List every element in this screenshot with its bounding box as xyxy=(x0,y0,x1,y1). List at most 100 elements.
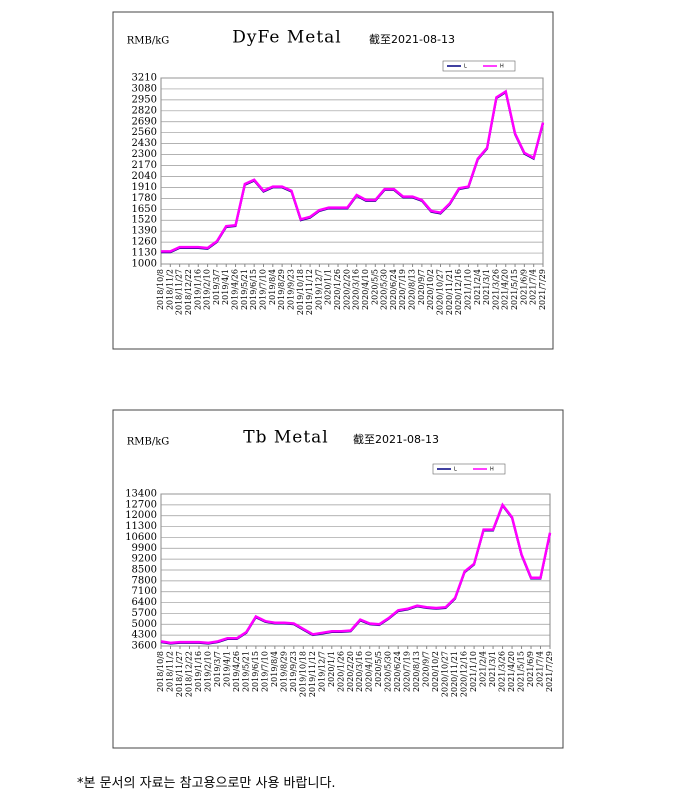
y-tick-label: 5700 xyxy=(132,608,157,619)
y-tick-label: 1910 xyxy=(132,182,157,193)
x-tick-label: 2020/1/26 xyxy=(336,651,345,692)
x-tick-label: 2020/2/20 xyxy=(346,651,355,692)
x-tick-label: 2020/3/16 xyxy=(355,651,364,692)
y-tick-label: 2430 xyxy=(132,138,157,149)
chart-subtitle: 截至2021-08-13 xyxy=(353,432,439,446)
x-tick-label: 2020/5/5 xyxy=(370,269,379,305)
x-tick-label: 2020/7/19 xyxy=(398,269,407,310)
x-tick-label: 2021/3/1 xyxy=(482,269,491,305)
x-tick-label: 2018/11/2 xyxy=(165,651,174,692)
x-tick-label: 2019/10/18 xyxy=(298,651,307,697)
x-tick-label: 2020/7/19 xyxy=(403,651,412,692)
x-tick-label: 2020/6/24 xyxy=(389,269,398,310)
y-axis-label: RMB/kG xyxy=(127,36,170,47)
x-tick-label: 2020/10/27 xyxy=(441,651,450,697)
x-tick-label: 2020/4/10 xyxy=(365,651,374,692)
x-tick-label: 2021/5/15 xyxy=(510,269,519,310)
x-tick-label: 2018/11/2 xyxy=(165,269,174,310)
x-tick-label: 2019/4/1 xyxy=(222,651,231,687)
x-tick-label: 2020/5/5 xyxy=(374,651,383,687)
x-tick-label: 2021/7/4 xyxy=(536,651,545,687)
x-tick-label: 2020/12/16 xyxy=(460,651,469,697)
x-tick-label: 2020/3/16 xyxy=(352,269,361,310)
x-tick-label: 2020/1/26 xyxy=(333,269,342,310)
x-tick-label: 2021/3/26 xyxy=(498,651,507,692)
x-tick-label: 2018/11/27 xyxy=(175,269,184,315)
x-tick-label: 2020/8/13 xyxy=(412,651,421,692)
legend-box xyxy=(432,463,506,475)
x-tick-label: 2019/11/12 xyxy=(308,651,317,697)
legend-label: H xyxy=(490,467,494,473)
y-axis-label: RMB/kG xyxy=(127,437,170,448)
y-tick-label: 2300 xyxy=(132,149,157,160)
x-tick-label: 2021/6/9 xyxy=(526,651,535,687)
x-tick-label: 2019/8/4 xyxy=(270,651,279,687)
x-tick-label: 2019/1/16 xyxy=(194,651,203,692)
x-tick-label: 2021/6/9 xyxy=(519,269,528,305)
x-tick-label: 2021/5/15 xyxy=(517,651,526,692)
x-tick-label: 2020/11/21 xyxy=(450,651,459,697)
y-tick-label: 13400 xyxy=(125,489,157,500)
y-tick-label: 1390 xyxy=(132,226,157,237)
x-tick-label: 2019/3/7 xyxy=(212,269,221,305)
chart-title: DyFe Metal xyxy=(232,28,341,48)
x-tick-label: 2019/12/7 xyxy=(314,269,323,310)
x-tick-label: 2020/6/24 xyxy=(393,651,402,692)
y-tick-label: 10600 xyxy=(125,532,157,543)
x-tick-label: 2020/10/2 xyxy=(426,269,435,310)
y-tick-label: 12700 xyxy=(125,499,157,510)
x-tick-label: 2020/2/20 xyxy=(342,269,351,310)
y-tick-label: 3600 xyxy=(132,641,157,652)
chart-title: Tb Metal xyxy=(243,428,329,448)
x-tick-label: 2021/7/29 xyxy=(538,269,547,310)
x-tick-label: 2018/12/22 xyxy=(184,651,193,697)
chart: DyFe Metal 截至2021-08-13 RMB/kG 100011301260… xyxy=(112,11,554,350)
x-tick-label: 2021/4/20 xyxy=(501,269,510,310)
x-tick-label: 2018/10/8 xyxy=(156,269,165,310)
x-tick-label: 2019/8/29 xyxy=(279,651,288,692)
y-tick-label: 12000 xyxy=(125,510,157,521)
y-tick-label: 7800 xyxy=(132,575,157,586)
legend-label: H xyxy=(500,64,504,70)
x-tick-label: 2018/11/27 xyxy=(175,651,184,697)
chart: Tb Metal 截至2021-08-13 RMB/kG 36004300500057… xyxy=(112,409,564,749)
y-tick-label: 9900 xyxy=(132,543,157,554)
legend-label: L xyxy=(454,467,457,473)
x-tick-label: 2020/1/1 xyxy=(324,269,333,305)
x-tick-label: 2019/9/23 xyxy=(286,269,295,310)
x-tick-label: 2021/2/4 xyxy=(479,651,488,687)
plot-area xyxy=(160,77,544,265)
y-tick-label: 2040 xyxy=(132,171,157,182)
x-tick-label: 2018/12/22 xyxy=(184,269,193,315)
y-tick-label: 2560 xyxy=(132,127,157,138)
x-tick-label: 2020/9/7 xyxy=(417,269,426,305)
y-tick-label: 1780 xyxy=(132,193,157,204)
y-tick-label: 1650 xyxy=(132,204,157,215)
x-tick-label: 2020/4/10 xyxy=(361,269,370,310)
x-tick-label: 2019/6/15 xyxy=(249,269,258,310)
y-tick-label: 7100 xyxy=(132,586,157,597)
x-tick-label: 2019/4/26 xyxy=(231,269,240,310)
x-tick-label: 2019/12/7 xyxy=(317,651,326,692)
x-tick-label: 2021/2/4 xyxy=(473,269,482,305)
x-tick-label: 2019/4/1 xyxy=(221,269,230,305)
x-tick-label: 2019/5/21 xyxy=(241,651,250,692)
series-line xyxy=(161,89,545,253)
x-tick-label: 2019/7/10 xyxy=(258,269,267,310)
y-tick-label: 6400 xyxy=(132,597,157,608)
x-tick-label: 2019/3/7 xyxy=(213,651,222,687)
y-tick-label: 2690 xyxy=(132,116,157,127)
y-tick-label: 5000 xyxy=(132,619,157,630)
x-tick-label: 2020/5/30 xyxy=(384,651,393,692)
chart-subtitle: 截至2021-08-13 xyxy=(369,32,455,46)
x-tick-label: 2019/5/21 xyxy=(240,269,249,310)
x-tick-label: 2020/10/2 xyxy=(431,651,440,692)
y-tick-label: 1260 xyxy=(132,237,157,248)
y-tick-label: 2950 xyxy=(132,94,157,105)
y-tick-label: 8500 xyxy=(132,565,157,576)
x-tick-label: 2018/10/8 xyxy=(156,651,165,692)
y-tick-label: 3080 xyxy=(132,83,157,94)
y-tick-label: 9200 xyxy=(132,554,157,565)
x-tick-label: 2019/10/18 xyxy=(296,269,305,315)
